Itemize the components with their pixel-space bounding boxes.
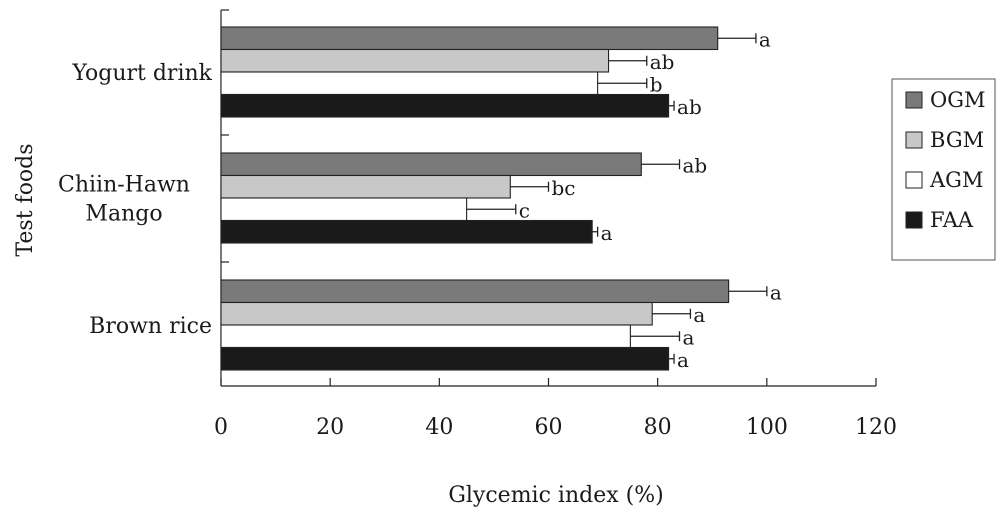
bar-ogm	[220, 279, 730, 304]
significance-label: a	[759, 27, 771, 51]
bar-bgm	[220, 174, 511, 199]
category-label: Chiin-Hawn	[58, 173, 190, 198]
bar-faa	[220, 219, 593, 244]
category-label: Brown rice	[89, 314, 212, 339]
plot-area: 0 20 40 60 80 100 120 Yogurt drink Chiin-Hawn Man…	[58, 9, 897, 440]
significance-label: a	[601, 221, 613, 245]
legend-frame	[891, 78, 996, 261]
significance-label: c	[519, 198, 530, 222]
category-label: Yogurt drink	[71, 61, 212, 86]
x-tick-label: 0	[214, 415, 228, 440]
significance-label: ab	[650, 50, 675, 74]
x-tick-label: 20	[316, 415, 344, 440]
bar-agm	[220, 324, 631, 349]
legend-label: OGM	[930, 88, 986, 112]
legend-swatch	[905, 131, 923, 149]
significance-label: a	[683, 325, 695, 349]
bar-faa	[220, 346, 670, 371]
significance-label: bc	[552, 176, 576, 200]
bar-bgm	[220, 301, 653, 326]
bar-ogm	[220, 26, 719, 51]
significance-label: a	[693, 303, 705, 327]
x-tick-label: 40	[425, 415, 453, 440]
x-tick-label: 80	[644, 415, 672, 440]
legend-label: FAA	[930, 208, 974, 232]
bar-agm	[220, 71, 599, 96]
bar-bgm	[220, 48, 610, 73]
legend-swatch	[905, 91, 923, 109]
category-label: Mango	[85, 202, 162, 227]
y-axis-label: Test foods	[13, 143, 38, 256]
significance-label: ab	[677, 95, 702, 119]
legend-label: AGM	[929, 168, 983, 192]
significance-label: ab	[683, 153, 708, 177]
bar-ogm	[220, 152, 642, 177]
legend-swatch	[905, 171, 923, 189]
x-axis-label: Glycemic index (%)	[448, 483, 663, 508]
legend: OGM BGM AGM FAA	[891, 78, 996, 261]
x-tick-label: 100	[746, 415, 788, 440]
x-tick-label: 60	[535, 415, 563, 440]
legend-label: BGM	[930, 128, 984, 152]
x-tick-label: 120	[855, 415, 897, 440]
bar-faa	[220, 93, 670, 118]
significance-label: b	[650, 72, 663, 96]
significance-label: a	[677, 348, 689, 372]
bar-agm	[220, 197, 468, 222]
legend-swatch	[905, 211, 923, 229]
significance-label: a	[770, 280, 782, 304]
